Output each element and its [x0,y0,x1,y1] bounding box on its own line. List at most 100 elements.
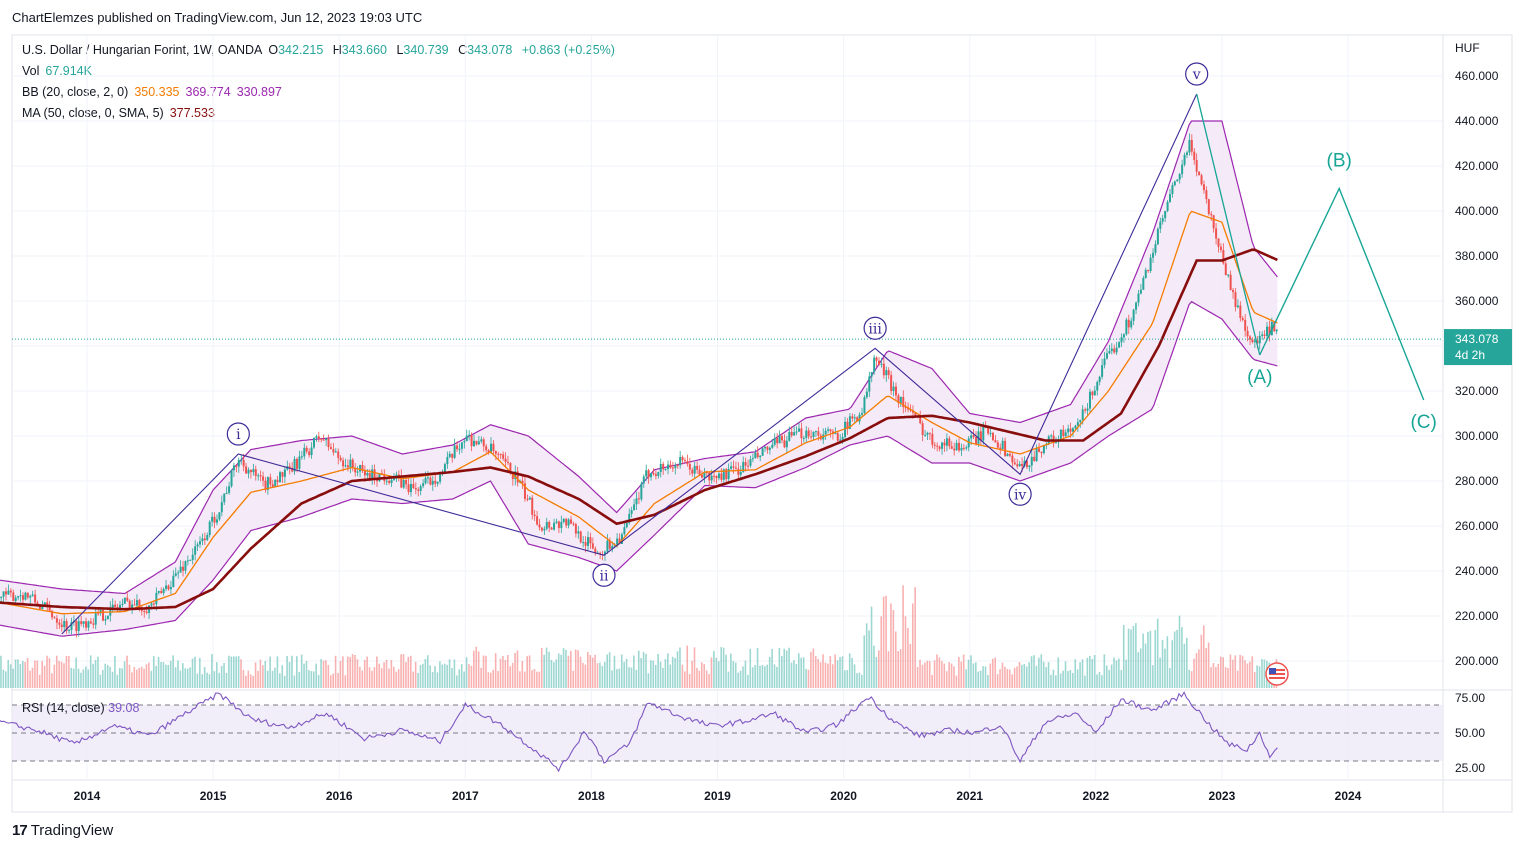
candle-body [926,432,929,435]
volume-bar [157,657,160,688]
candle-body [972,435,975,438]
candle-body [177,572,180,574]
candle-body [310,447,313,456]
volume-bar [376,656,378,688]
volume-bar [409,655,412,688]
candle-body [594,548,597,554]
tradingview-footer[interactable]: 17 TradingView [12,822,113,839]
candle-body [625,522,628,528]
candle-body [356,471,359,473]
volume-bar [1098,672,1101,688]
volume-bar [817,659,819,688]
candle-body [797,428,800,432]
volume-legend[interactable]: Vol 67.914K [22,64,98,78]
volume-bar [128,664,131,688]
volume-bar [92,663,94,688]
candle-body [1118,342,1121,348]
flag-stripe [1269,669,1285,671]
candle-body [572,523,575,525]
candle-body [1006,453,1009,457]
volume-bar [199,657,201,688]
candle-body [1181,164,1184,175]
candle-body [368,473,371,479]
volume-bar [967,659,970,688]
volume-bar [298,671,301,688]
volume-bar [805,668,807,688]
candle-body [203,538,206,541]
volume-bar [485,655,487,688]
volume-bar [715,657,718,688]
candle-body [960,447,963,451]
volume-bar [851,657,853,688]
candle-body [1263,334,1266,336]
candle-body [875,357,878,361]
candle-body [579,531,582,543]
volume-bar [182,663,184,688]
volume-bar [46,655,48,688]
volume-bar [987,674,989,688]
volume-bar [303,663,305,688]
volume-bar [773,664,776,688]
candle-body [487,450,490,453]
volume-bar [254,662,257,688]
volume-bar [322,660,325,688]
volume-bar [819,662,822,688]
candle-body [686,461,689,465]
candle-body [931,433,934,445]
volume-bar [574,649,577,688]
candle-body [70,622,73,630]
candle-body [424,477,427,484]
volume-bar [671,656,674,688]
volume-bar [744,660,747,688]
volume-bar [405,662,407,688]
brand-name: TradingView [30,822,114,839]
candle-body [359,465,362,472]
volume-bar [996,674,999,688]
volume-bar [332,673,334,688]
candle-body [773,438,776,445]
volume-bar [470,665,473,688]
candle-body [788,432,791,441]
volume-bar [977,671,980,688]
rsi-legend[interactable]: RSI (14, close) 39.08 [22,701,139,715]
volume-bar [1103,654,1106,688]
candle-body [776,438,779,444]
candle-body [1273,321,1276,332]
volume-bar [764,666,766,688]
volume-bar [1035,665,1038,688]
price-tick-label: 380.000 [1455,249,1499,263]
volume-bar [781,656,783,688]
candle-body [351,459,354,469]
candle-body [514,471,517,480]
volume-bar [1067,671,1069,688]
volume-bar [55,655,58,688]
volume-bar [931,674,933,688]
ma-legend[interactable]: MA (50, close, 0, SMA, 5) 377.533 [22,106,221,120]
volume-bar [560,654,562,688]
volume-bar [211,654,213,688]
volume-bar [89,655,92,688]
candle-body [1275,329,1278,332]
candle-body [1125,319,1128,335]
candle-body [1135,302,1138,310]
candle-body [1098,376,1101,382]
volume-bar [215,662,218,688]
candle-body [247,469,250,474]
candle-body [846,421,849,429]
volume-bar [776,666,778,688]
volume-bar [1183,643,1186,688]
volume-bar [305,661,308,688]
volume-bar [417,673,419,688]
candle-body [761,448,764,456]
volume-bar [385,659,388,688]
volume-bar [579,656,582,688]
price-tick-label: 360.000 [1455,294,1499,308]
symbol-name[interactable]: U.S. Dollar / Hungarian Forint, 1W, OAND… [22,43,263,57]
volume-bar [77,668,80,688]
candle-body [157,591,160,593]
candle-body [174,573,177,576]
volume-bar [138,667,140,688]
bb-legend[interactable]: BB (20, close, 2, 0) 350.335 369.774 330.89… [22,85,288,99]
volume-bar [637,650,640,688]
